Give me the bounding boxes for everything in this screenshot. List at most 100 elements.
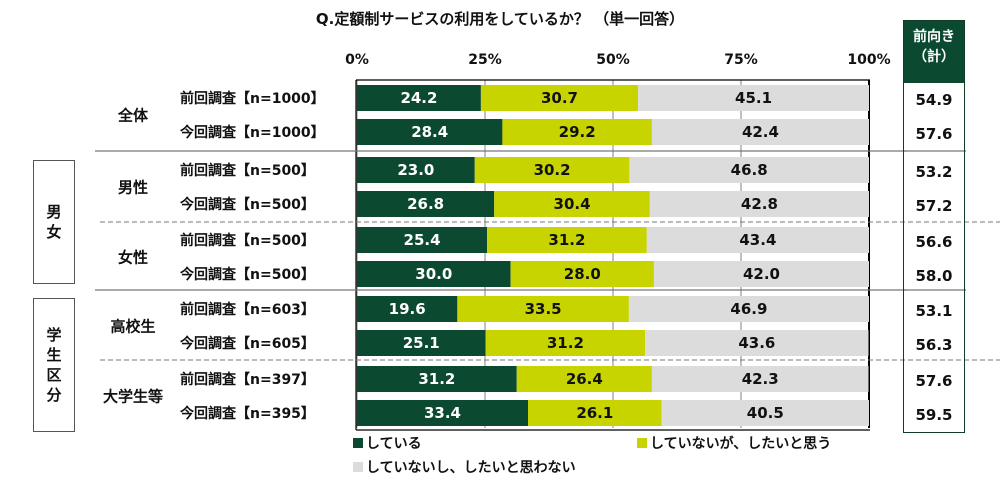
side-table-value: 59.5 bbox=[915, 406, 953, 424]
bar-segment bbox=[357, 85, 481, 111]
side-table-value: 57.6 bbox=[915, 372, 953, 390]
row-label: 前回調査【n=500】 bbox=[180, 163, 315, 179]
bar-value-label: 29.2 bbox=[559, 123, 596, 141]
bar-value-label: 46.9 bbox=[730, 300, 767, 318]
bar-value-label: 42.3 bbox=[742, 370, 779, 388]
category-box-char: 男 bbox=[46, 202, 62, 221]
bar-segment bbox=[487, 227, 647, 253]
side-table-header-line1: 前向き bbox=[913, 29, 955, 45]
side-table-value: 56.6 bbox=[915, 233, 953, 251]
bar-segment bbox=[638, 85, 869, 111]
legend-item-doing: している bbox=[353, 433, 422, 453]
bar-segment bbox=[357, 119, 503, 145]
row-label: 今回調査【n=395】 bbox=[180, 406, 315, 422]
legend-label: していないが、したいと思う bbox=[650, 436, 832, 452]
bar-value-label: 26.8 bbox=[407, 195, 444, 213]
legend-label: している bbox=[366, 436, 422, 452]
row-label: 今回調査【n=500】 bbox=[180, 267, 315, 283]
side-table-value: 57.6 bbox=[915, 125, 953, 143]
bar-segment bbox=[661, 400, 869, 426]
row-label: 今回調査【n=1000】 bbox=[180, 125, 325, 141]
x-tick-label: 100% bbox=[847, 52, 891, 68]
group-label: 男性 bbox=[117, 178, 149, 197]
bar-value-label: 42.4 bbox=[742, 123, 779, 141]
bar-value-label: 28.0 bbox=[564, 265, 601, 283]
category-box-char: 分 bbox=[46, 386, 62, 405]
bar-value-label: 25.1 bbox=[403, 334, 440, 352]
bar-value-label: 40.5 bbox=[747, 404, 784, 422]
x-tick-label: 25% bbox=[468, 52, 502, 68]
bar-value-label: 31.2 bbox=[548, 231, 585, 249]
bar-segment bbox=[649, 191, 869, 217]
row-label: 今回調査【n=605】 bbox=[180, 336, 315, 352]
bar-segment bbox=[357, 261, 511, 287]
category-box-student: 学 生 区 分 bbox=[33, 298, 75, 432]
bar-segment bbox=[651, 119, 869, 145]
chart-title: Q.定額制サービスの利用をしているか？ （単一回答） bbox=[315, 10, 685, 28]
legend-swatch bbox=[637, 438, 647, 448]
x-tick-label: 50% bbox=[596, 52, 630, 68]
bar-segment bbox=[474, 157, 630, 183]
side-table-header-line2: （計） bbox=[913, 49, 955, 66]
bar-value-label: 31.2 bbox=[547, 334, 584, 352]
bar-value-label: 45.1 bbox=[735, 89, 772, 107]
bar-value-label: 31.2 bbox=[418, 370, 455, 388]
bar-segment bbox=[357, 157, 475, 183]
bar-value-label: 33.4 bbox=[424, 404, 461, 422]
bar-segment bbox=[651, 366, 869, 392]
bar-value-label: 19.6 bbox=[389, 300, 426, 318]
bar-segment bbox=[516, 366, 652, 392]
bar-segment bbox=[357, 191, 495, 217]
bar-segment bbox=[357, 227, 488, 253]
group-label: 大学生等 bbox=[102, 387, 164, 406]
bar-value-label: 25.4 bbox=[404, 231, 441, 249]
side-table: 前向き （計） bbox=[903, 20, 965, 433]
bar-value-label: 26.1 bbox=[576, 404, 613, 422]
side-table-value: 58.0 bbox=[915, 267, 953, 285]
bar-segment bbox=[528, 400, 662, 426]
bar-segment bbox=[357, 330, 486, 356]
legend-item-want: していないが、したいと思う bbox=[637, 433, 831, 453]
bar-value-label: 28.4 bbox=[411, 123, 448, 141]
bar-value-label: 42.8 bbox=[741, 195, 778, 213]
category-box-gender: 男 女 bbox=[33, 160, 75, 284]
side-table-header: 前向き （計） bbox=[904, 21, 964, 83]
bar-segment bbox=[480, 85, 639, 111]
row-label: 前回調査【n=603】 bbox=[180, 302, 315, 318]
x-tick-label: 0% bbox=[345, 52, 369, 68]
group-label: 全体 bbox=[117, 106, 149, 125]
side-table-value: 56.3 bbox=[915, 336, 953, 354]
category-box-char: 区 bbox=[46, 366, 62, 384]
bar-segment bbox=[628, 296, 869, 322]
bar-value-label: 46.8 bbox=[731, 161, 768, 179]
bar-segment bbox=[357, 366, 517, 392]
bar-segment bbox=[485, 330, 646, 356]
bar-value-label: 42.0 bbox=[743, 265, 780, 283]
group-label: 高校生 bbox=[110, 317, 156, 336]
side-table-value: 54.9 bbox=[915, 91, 953, 109]
bar-value-label: 30.7 bbox=[541, 89, 578, 107]
category-box-char: 女 bbox=[46, 223, 62, 241]
legend-swatch bbox=[353, 438, 363, 448]
bar-segment bbox=[629, 157, 869, 183]
side-table-value: 53.1 bbox=[915, 302, 953, 320]
bar-value-label: 30.2 bbox=[534, 161, 571, 179]
bar-value-label: 33.5 bbox=[525, 300, 562, 318]
x-tick-label: 75% bbox=[724, 52, 758, 68]
bar-segment bbox=[357, 296, 458, 322]
bar-segment bbox=[357, 400, 529, 426]
row-label: 今回調査【n=500】 bbox=[180, 197, 315, 213]
group-label: 女性 bbox=[117, 248, 149, 267]
bar-segment bbox=[645, 330, 869, 356]
bar-value-label: 30.4 bbox=[554, 195, 591, 213]
legend-item-not-want: していないし、したいと思わない bbox=[353, 457, 576, 477]
bar-segment bbox=[502, 119, 652, 145]
legend-label: していないし、したいと思わない bbox=[366, 460, 576, 476]
row-label: 前回調査【n=500】 bbox=[180, 233, 315, 249]
bar-value-label: 23.0 bbox=[397, 161, 434, 179]
bar-segment bbox=[457, 296, 629, 322]
bar-value-label: 26.4 bbox=[566, 370, 603, 388]
category-box-char: 生 bbox=[46, 345, 62, 364]
bar-value-label: 30.0 bbox=[415, 265, 452, 283]
